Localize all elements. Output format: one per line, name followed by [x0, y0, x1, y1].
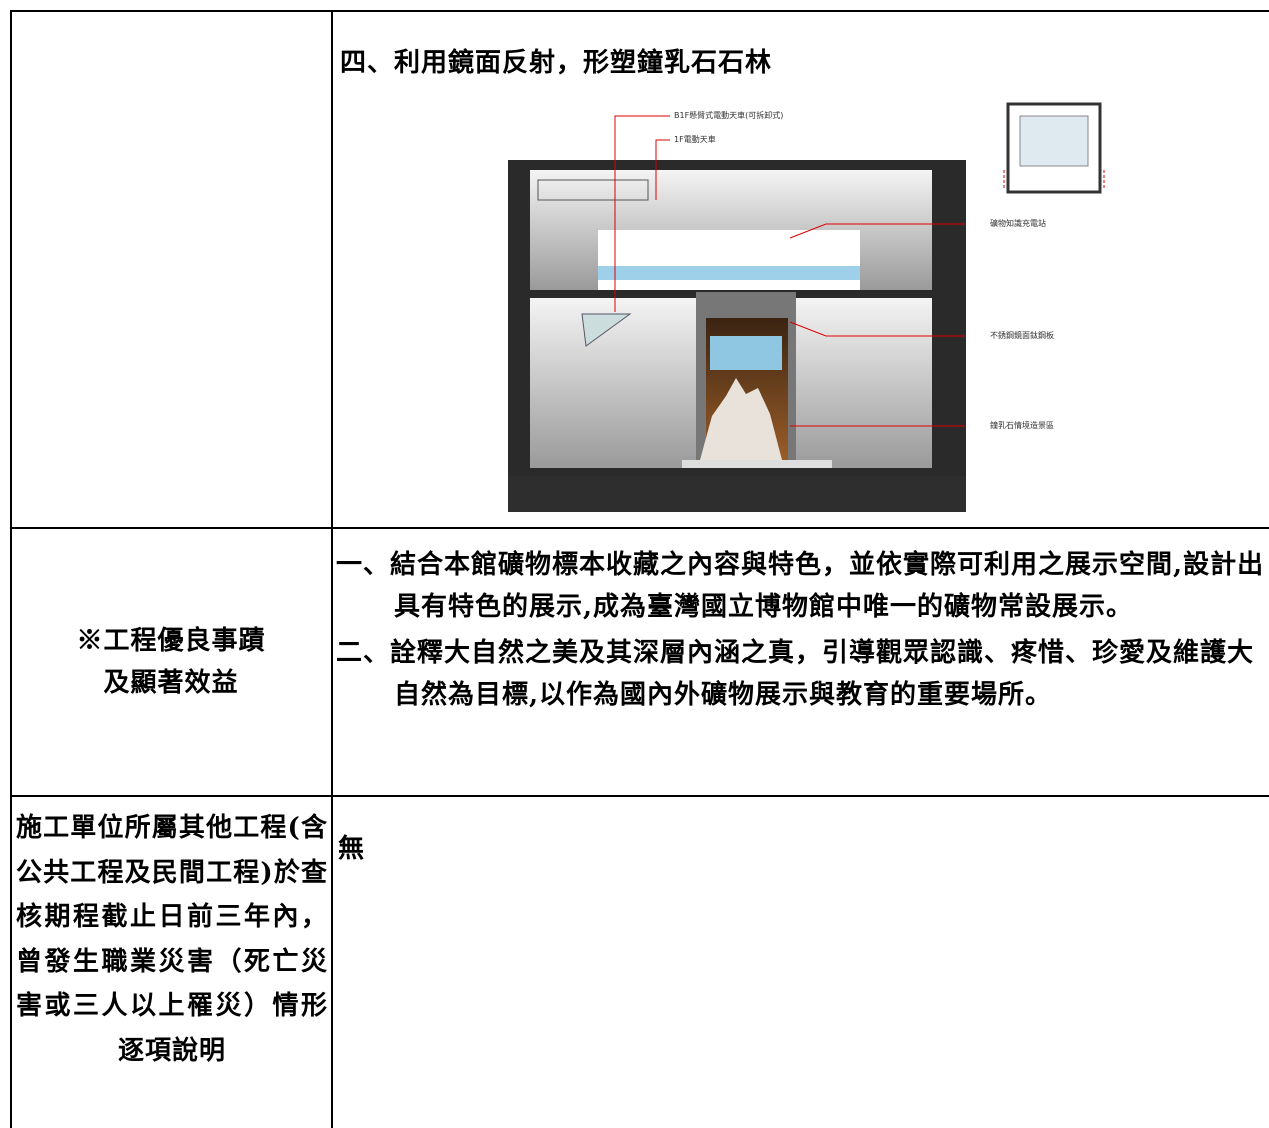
label-line: ※工程優良事蹟	[76, 626, 266, 656]
table-border	[10, 795, 1269, 797]
section-title: 四、利用鏡面反射，形塑鐘乳石石林	[340, 48, 773, 78]
table-border	[10, 10, 1269, 12]
figure-label: B1F懸臂式電動天車(可拆卸式)	[674, 110, 783, 120]
table-border	[10, 527, 1269, 529]
benefit-list: 一、結合本館礦物標本收藏之內容與特色，並依實際可利用之展示空間,設計出具有特色的…	[336, 544, 1269, 720]
row-value: 無	[338, 834, 366, 864]
figure-label: 礦物知識充電站	[990, 218, 1046, 228]
item-text: 結合本館礦物標本收藏之內容與特色，並依實際可利用之展示空間,設計出具有特色的展示…	[390, 550, 1265, 622]
row-label: 施工單位所屬其他工程(含公共工程及民間工程)於查核期程截止日前三年內，曾發生職業…	[16, 813, 328, 1066]
section-figure: B1F懸臂式電動天車(可拆卸式) 1F電動天車 礦物知識充電站 不銹鋼鏡面鈦鋼板…	[508, 102, 1105, 512]
table-border	[331, 10, 333, 1128]
item-text: 詮釋大自然之美及其深層內涵之真，引導觀眾認識、疼惜、珍愛及維護大自然為目標,以作…	[390, 638, 1255, 710]
label-line: 及顯著效益	[103, 668, 239, 698]
figure-label: 鐘乳石情境造景區	[990, 420, 1054, 430]
item-number: 二、	[336, 638, 391, 668]
list-item: 二、詮釋大自然之美及其深層內涵之真，引導觀眾認識、疼惜、珍愛及維護大自然為目標,…	[336, 632, 1269, 716]
list-item: 一、結合本館礦物標本收藏之內容與特色，並依實際可利用之展示空間,設計出具有特色的…	[336, 544, 1269, 628]
figure-label: 不銹鋼鏡面鈦鋼板	[990, 330, 1054, 340]
item-number: 一、	[336, 550, 391, 580]
figure-label: 1F電動天車	[674, 134, 716, 144]
table-border	[10, 10, 12, 1128]
row-label: ※工程優良事蹟 及顯著效益	[10, 620, 332, 704]
